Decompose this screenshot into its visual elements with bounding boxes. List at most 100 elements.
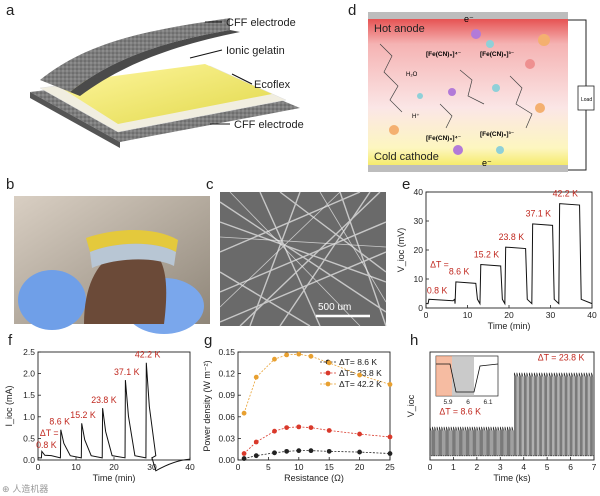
x-tick-label: 5 [266, 462, 271, 472]
scale-bar-label: 500 um [318, 302, 351, 313]
x-tick-label: 4 [521, 462, 526, 472]
data-point [296, 448, 302, 454]
panel-label-g: g [204, 332, 213, 349]
y-tick-label: 10 [414, 274, 424, 284]
data-point [284, 352, 290, 358]
x-axis-label: Time (min) [93, 473, 136, 483]
inset-tick-label: 6.1 [483, 399, 492, 406]
x-tick-label: 20 [109, 462, 119, 472]
data-point [241, 456, 247, 461]
x-tick-label: 7 [592, 462, 597, 472]
data-point [326, 428, 332, 433]
cell-body [368, 12, 568, 172]
hplus-label: H⁺ [412, 113, 420, 120]
y-tick-label: 2.5 [23, 347, 35, 357]
data-point [253, 439, 259, 445]
panel-label-h: h [410, 332, 419, 349]
data-point [272, 356, 277, 362]
y-tick-label: 2.0 [23, 369, 35, 379]
y-tick-label: 1.0 [23, 412, 35, 422]
x-tick-label: 6 [568, 462, 573, 472]
legend-label: ΔT= 8.6 K [339, 357, 377, 367]
delta-t-annotation: 23.8 K [91, 395, 117, 405]
inset-hot-region [436, 356, 452, 396]
data-point [272, 428, 277, 434]
series-line [243, 450, 391, 459]
y-tick-label: 1.5 [23, 390, 35, 400]
current-trace [38, 362, 191, 472]
x-tick-label: 20 [504, 310, 514, 320]
y-axis-label: Power density (W m⁻²) [202, 360, 212, 451]
x-tick-label: 15 [324, 462, 334, 472]
label-bottom-electrode: CFF electrode [234, 119, 304, 131]
chart-e: 0 10 20 30 40 0 10 20 30 40 Time (min) V_ioc (mV) ΔT… [396, 187, 597, 331]
panel-label-f: f [8, 332, 13, 349]
data-point [296, 351, 302, 357]
data-point [241, 410, 247, 416]
panel-f: f 0 10 20 30 40 0.0 0.5 1.0 1.5 2.0 2.5 Time (min) I… [0, 332, 200, 496]
delta-t-annotation: 37.1 K [114, 367, 140, 377]
load-box [577, 85, 595, 111]
data-point [296, 424, 302, 430]
data-point [284, 448, 290, 454]
data-point [253, 453, 259, 459]
x-tick-label: 0 [236, 462, 241, 472]
label-ecoflex: Ecoflex [254, 79, 291, 91]
data-point [308, 425, 314, 430]
panel-g: g 0 5 10 15 20 25 0.00 0.03 0.06 0.09 0.12 0.15 Resi… [198, 332, 400, 496]
y-tick-label: 20 [414, 245, 424, 255]
label-gelatin: Ionic gelatin [226, 45, 285, 57]
panel-label-d: d [348, 2, 357, 19]
panel-h: h 0 1 2 3 4 5 6 7 Time (ks) V_ioc ΔT = 8.6 K ΔT = 2… [400, 332, 600, 496]
x-tick-label: 0 [428, 462, 433, 472]
x-tick-label: 30 [546, 310, 556, 320]
delta-t-annotation: 42.2 K [135, 350, 161, 360]
data-point [387, 451, 393, 456]
x-tick-label: 0 [424, 310, 429, 320]
plot-frame [237, 351, 391, 461]
y-tick-label: 0.09 [218, 390, 235, 400]
y-tick-label: 0.0 [23, 455, 35, 465]
y-tick-label: 0.03 [218, 433, 235, 443]
panel-label-e: e [402, 176, 411, 193]
data-point [241, 451, 247, 456]
legend-label: ΔT= 42.2 K [339, 379, 382, 389]
x-tick-label: 40 [587, 310, 597, 320]
y-tick-label: 0.06 [218, 412, 235, 422]
hot-anode-label: Hot anode [374, 23, 425, 35]
y-tick-label: 0.00 [218, 455, 235, 465]
y-tick-label: 0.12 [218, 369, 235, 379]
data-point [272, 450, 277, 456]
delta-t-annotation: 42.2 K [553, 188, 579, 198]
panel-d: d Hot anode Cold cathode Load e⁻ e⁻ [Fe(… [340, 0, 600, 178]
fe4-top: [Fe(CN)₆]⁴⁻ [426, 51, 461, 58]
voltage-cycles [429, 426, 515, 457]
x-tick-label: 3 [498, 462, 503, 472]
delta-t-annotation: 15.2 K [70, 410, 96, 420]
x-tick-label: 10 [294, 462, 304, 472]
data-point [357, 431, 362, 437]
voltage-trace [426, 203, 593, 306]
fe3-bottom: [Fe(CN)₆]³⁻ [480, 131, 514, 138]
delta-t-annotation: 8.6 K [449, 267, 470, 277]
data-point [387, 382, 393, 387]
x-tick-label: 40 [185, 462, 195, 472]
chart-h: 0 1 2 3 4 5 6 7 Time (ks) V_ioc ΔT = 8.6 K ΔT = 23.… [406, 351, 597, 483]
x-tick-label: 0 [36, 462, 41, 472]
y-tick-label: 0.5 [23, 433, 35, 443]
electron-top: e⁻ [464, 14, 474, 24]
inset-tick-label: 6 [466, 399, 470, 406]
sem-image: 500 um [219, 191, 387, 327]
data-point [326, 448, 332, 454]
y-axis-label: V_ioc (mV) [396, 228, 406, 273]
data-point [253, 374, 259, 380]
data-point [387, 434, 393, 440]
ion-spheres [389, 29, 550, 155]
panel-label-c: c [206, 176, 214, 193]
device-photo [14, 196, 210, 334]
x-tick-label: 1 [451, 462, 456, 472]
fe4-bottom: [Fe(CN)₆]⁴⁻ [426, 135, 461, 142]
delta-t-annotation: 0.8 K [427, 286, 448, 296]
y-axis-label: V_ioc [406, 394, 416, 417]
data-point [326, 360, 332, 366]
